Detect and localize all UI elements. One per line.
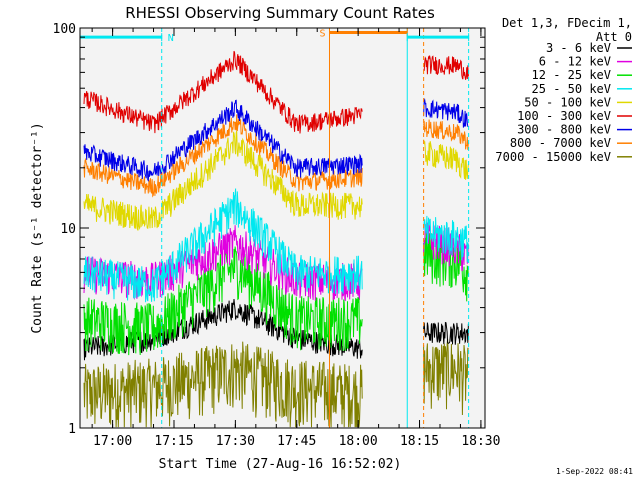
x-tick-label: 17:30 [216, 434, 255, 449]
series-trace-segment-2 [423, 215, 469, 263]
series-50-100-kev [83, 130, 469, 231]
series-trace-segment-1 [83, 341, 363, 428]
series-trace-segment-2 [423, 321, 469, 345]
y-tick-label: 1 [68, 422, 76, 437]
series-300-800-kev [83, 97, 469, 182]
y-tick-label: 10 [60, 222, 76, 237]
x-axis-label: Start Time (27-Aug-16 16:52:02) [159, 457, 402, 472]
x-tick-label: 18:15 [400, 434, 439, 449]
series-layer [83, 50, 469, 428]
legend-entry-label: 50 - 100 keV [524, 95, 611, 109]
series-trace-segment-1 [83, 246, 363, 356]
legend-header-line-2: Att 0 [596, 30, 632, 44]
legend-entry-label: 3 - 6 keV [546, 41, 611, 55]
series-100-300-kev [83, 50, 469, 134]
annotation-label-s: S [319, 28, 325, 39]
series-trace-segment-2 [423, 139, 469, 180]
series-trace-segment-2 [423, 55, 469, 80]
series-trace-segment-2 [423, 338, 469, 416]
x-tick-label: 17:45 [277, 434, 316, 449]
series-trace-segment-2 [423, 97, 469, 128]
y-axis-label: Count Rate (s⁻¹ detector⁻¹) [30, 122, 45, 333]
legend-entry-label: 7000 - 15000 keV [495, 150, 611, 164]
series-25-50-kev [83, 188, 469, 303]
axis-layer: 17:00 17:15 17:30 17:45 18:00 18:15 18:30 1 10 10… [53, 22, 501, 449]
series-trace-segment-1 [83, 130, 363, 231]
footer-timestamp: 1-Sep-2022 08:41 [556, 467, 633, 476]
legend-entry-label: 25 - 50 keV [532, 82, 611, 96]
x-tick-label: 17:15 [154, 434, 193, 449]
annotation-label-n: N [168, 33, 174, 44]
series-7000-15000-kev [83, 338, 469, 428]
legend-header-line-1: Det 1,3, FDecim 1, [502, 16, 632, 30]
x-tick-label: 17:00 [93, 434, 132, 449]
chart-title: RHESSI Observing Summary Count Rates [125, 4, 435, 22]
legend-entry-label: 800 - 7000 keV [510, 136, 611, 150]
x-tick-label: 18:00 [339, 434, 378, 449]
series-trace-segment-1 [83, 99, 363, 182]
y-tick-label: 100 [53, 22, 76, 37]
legend-entry-label: 100 - 300 keV [517, 109, 611, 123]
x-tick-label: 18:30 [461, 434, 500, 449]
legend-entry-label: 6 - 12 keV [539, 55, 611, 69]
series-trace-segment-2 [423, 119, 469, 150]
legend-entry-label: 300 - 800 keV [517, 123, 611, 137]
series-trace-segment-1 [83, 188, 363, 303]
series-trace-segment-1 [83, 50, 363, 134]
legend-entry-label: 12 - 25 keV [532, 68, 611, 82]
